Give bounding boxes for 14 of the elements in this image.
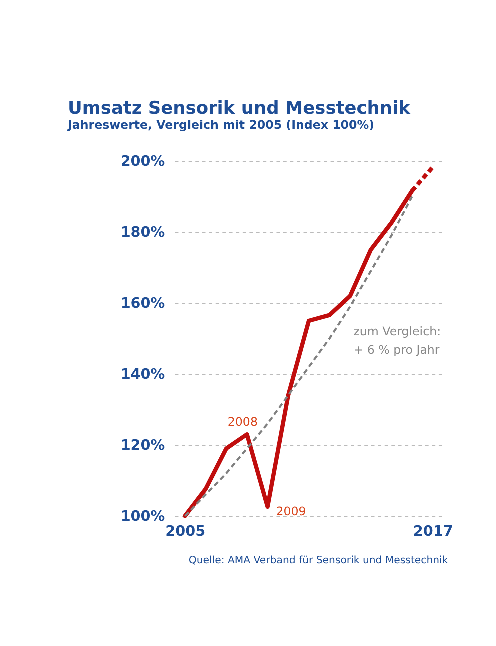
chart-title: Umsatz Sensorik und Messtechnik: [68, 98, 412, 119]
x-tick-label: 2017: [413, 524, 454, 540]
annotation: 2008: [228, 415, 258, 430]
y-tick-label: 160%: [120, 296, 166, 312]
annotation: 2009: [276, 504, 306, 518]
x-tick-label: 2005: [166, 524, 206, 540]
annotation: zum Vergleich: + 6 % pro Jahr: [354, 324, 442, 358]
source-note: Quelle: AMA Verband für Sensorik und Messtechnik: [188, 556, 448, 566]
y-tick-label: 180%: [120, 224, 166, 241]
y-tick-label: 100%: [120, 508, 166, 525]
chart-subtitle: Jahreswerte, Vergleich mit 2005 (Index 100%): [67, 118, 374, 132]
y-tick-label: 120%: [120, 438, 166, 454]
y-tick-label: 140%: [120, 366, 166, 383]
y-tick-label: 200%: [120, 154, 166, 170]
